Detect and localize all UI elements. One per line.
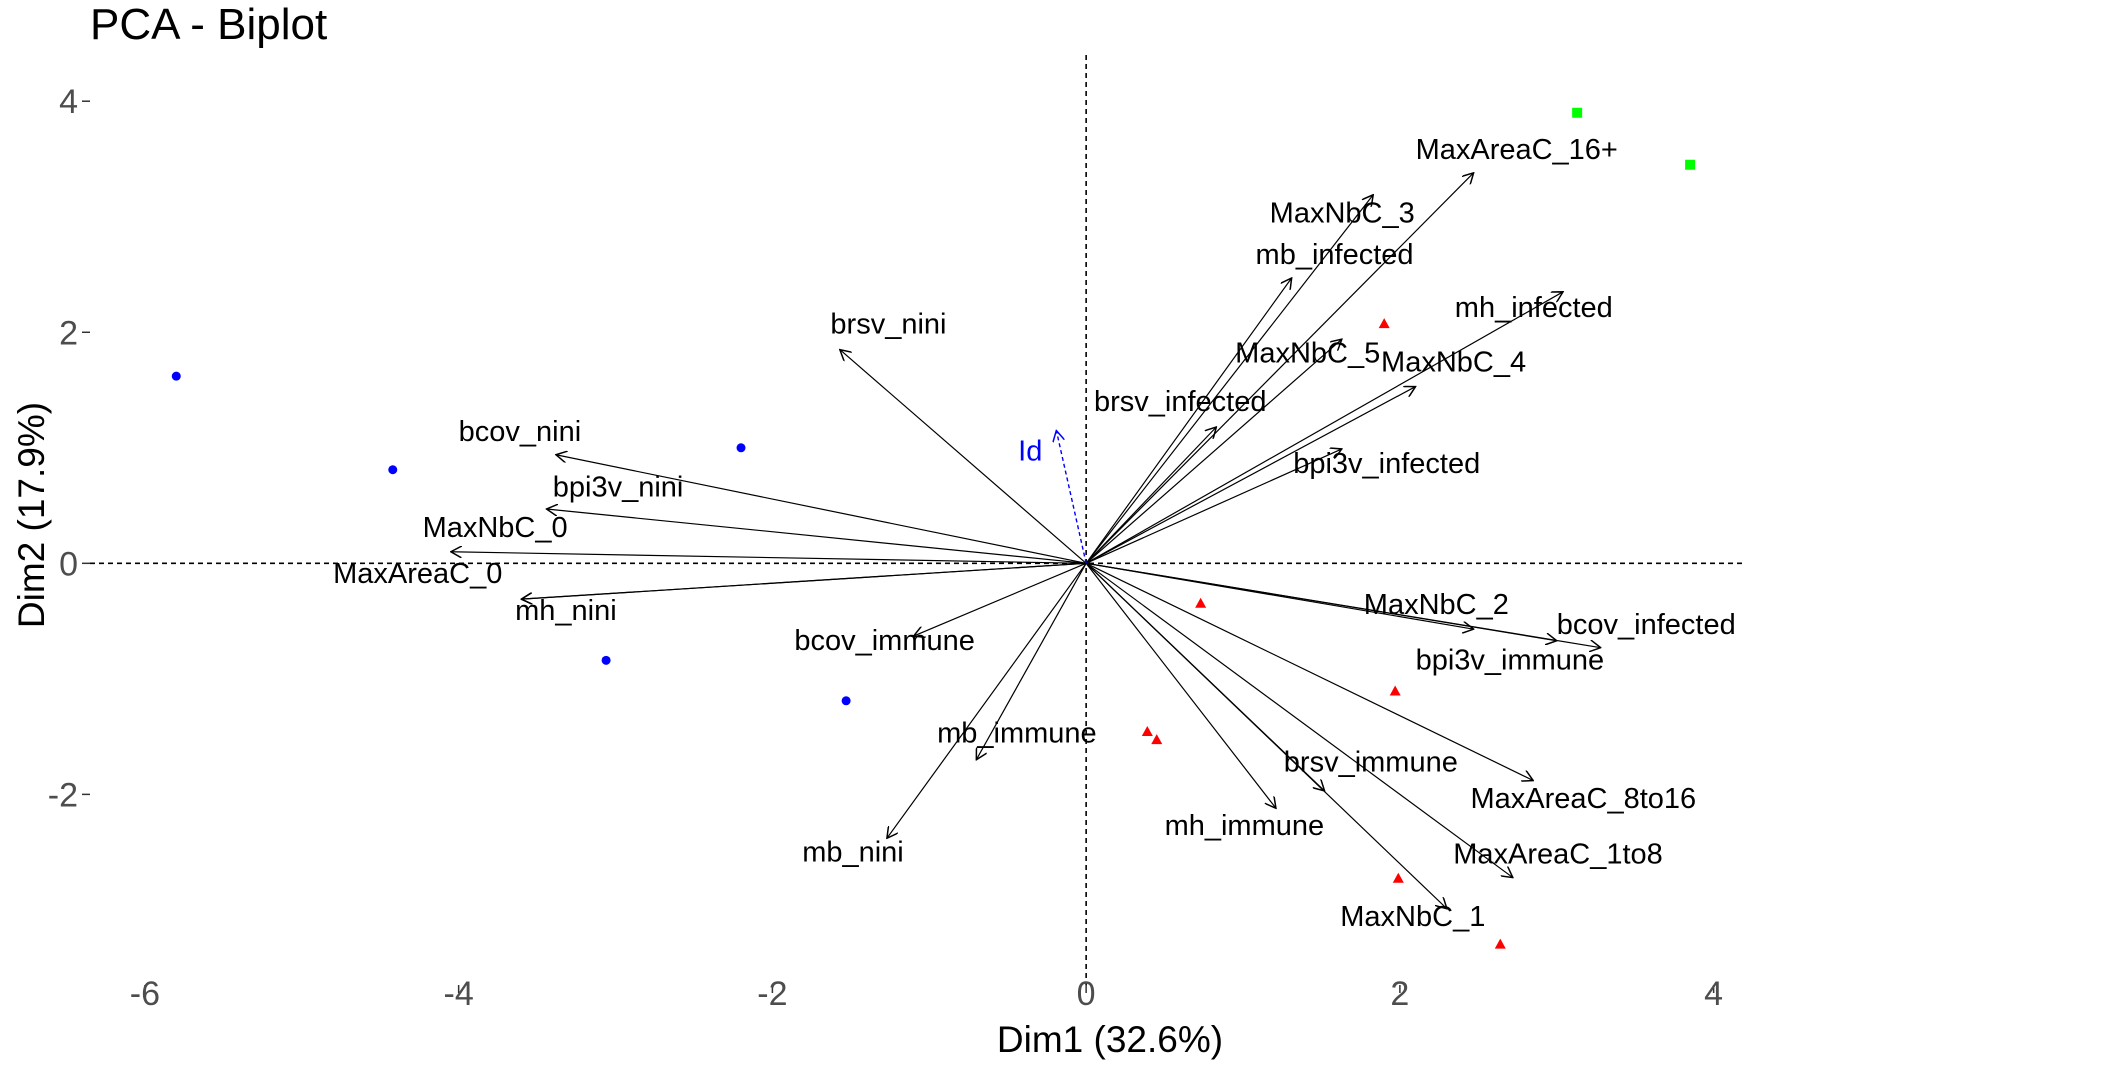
variable-arrow <box>1085 292 1563 564</box>
variable-arrow <box>1085 562 1276 808</box>
individual-point <box>1195 597 1207 608</box>
chart-title: PCA - Biplot <box>90 0 328 49</box>
variable-arrow <box>1085 387 1415 564</box>
variable-arrow <box>546 509 1087 564</box>
y-axis-title: Dim2 (17.9%) <box>11 402 52 628</box>
variable-label: mh_immune <box>1165 810 1325 842</box>
individual-point <box>1572 107 1583 118</box>
individual-point <box>1685 159 1696 170</box>
variable-label: mb_infected <box>1256 239 1414 271</box>
variable-arrow <box>840 350 1087 564</box>
variable-label: mb_nini <box>802 836 904 868</box>
variable-arrow <box>451 552 1087 564</box>
variable-label: MaxAreaC_1to8 <box>1453 839 1663 871</box>
individual-point <box>171 371 181 381</box>
variable-label: MaxNbC_5 <box>1235 337 1380 369</box>
individual-point <box>1151 734 1163 745</box>
variable-arrow <box>1086 562 1557 640</box>
variable-label: brsv_immune <box>1284 746 1458 778</box>
variable-arrow <box>1085 278 1292 564</box>
variable-arrow <box>1085 562 1533 780</box>
variable-labels-layer: Id MaxAreaC_16+MaxNbC_3 mb_infected mh_infe… <box>333 134 1736 933</box>
variable-label: bcov_immune <box>794 625 975 657</box>
variable-arrow <box>1085 427 1216 564</box>
individual-point <box>1141 725 1153 736</box>
variable-arrow <box>1085 562 1447 908</box>
individual-point <box>388 465 398 475</box>
x-tick-label: 4 <box>1704 975 1723 1013</box>
variable-label: mh_nini <box>515 595 617 627</box>
variable-arrows-layer <box>451 173 1601 909</box>
individual-points-layer <box>171 107 1696 949</box>
variable-arrow <box>521 562 1087 599</box>
variable-label: MaxAreaC_0 <box>333 558 502 590</box>
x-tick-label: -6 <box>130 975 160 1013</box>
variable-label: mh_infected <box>1455 292 1613 324</box>
variable-arrow <box>556 455 1087 564</box>
variable-label: bpi3v_infected <box>1293 448 1480 480</box>
variable-label: MaxNbC_4 <box>1381 347 1526 379</box>
individual-point <box>601 655 611 665</box>
y-tick-label: 0 <box>59 545 78 583</box>
variable-arrow <box>1085 339 1342 564</box>
individual-point <box>736 443 746 453</box>
axes-layer: -6 -4 -2 0 2 4 -2 0 2 4 <box>48 83 1723 1013</box>
variable-label: bpi3v_nini <box>553 471 684 503</box>
individual-point <box>1494 938 1506 949</box>
individual-point <box>841 696 851 706</box>
variable-label: bcov_infected <box>1557 609 1736 641</box>
individual-point <box>1392 872 1404 883</box>
variable-label: MaxNbC_2 <box>1364 589 1509 621</box>
variable-label: bcov_nini <box>459 416 582 448</box>
supplementary-variable-arrow <box>1056 430 1087 564</box>
variable-label: MaxAreaC_16+ <box>1416 134 1618 166</box>
x-tick-label: 0 <box>1077 975 1096 1013</box>
supplementary-variable-label: Id <box>1018 435 1042 467</box>
variable-label: bpi3v_immune <box>1416 645 1605 677</box>
variable-label: brsv_infected <box>1094 386 1267 418</box>
individual-point <box>1378 318 1390 329</box>
variable-arrow <box>976 563 1087 759</box>
x-tick-label: 2 <box>1390 975 1409 1013</box>
variable-arrow <box>1085 173 1473 564</box>
variable-label: MaxNbC_0 <box>423 512 568 544</box>
variable-label: MaxAreaC_8to16 <box>1470 783 1696 815</box>
individual-point <box>1389 685 1401 696</box>
variable-arrow <box>1085 195 1373 564</box>
reference-lines-layer <box>90 55 1745 985</box>
x-tick-label: -4 <box>444 975 474 1013</box>
y-tick-label: 2 <box>59 314 78 352</box>
variable-arrow <box>887 562 1087 838</box>
variable-arrow <box>1085 449 1342 564</box>
x-axis-title: Dim1 (32.6%) <box>997 1019 1223 1060</box>
x-tick-label: -2 <box>757 975 787 1013</box>
variable-arrow <box>1085 562 1513 877</box>
variable-label: MaxNbC_3 <box>1270 198 1415 230</box>
variable-arrow <box>914 562 1087 636</box>
y-tick-label: -2 <box>48 776 78 814</box>
variable-label: MaxNbC_1 <box>1340 901 1485 933</box>
variable-label: mb_immune <box>937 717 1097 749</box>
y-tick-label: 4 <box>59 83 78 121</box>
variable-label: brsv_nini <box>830 308 946 340</box>
